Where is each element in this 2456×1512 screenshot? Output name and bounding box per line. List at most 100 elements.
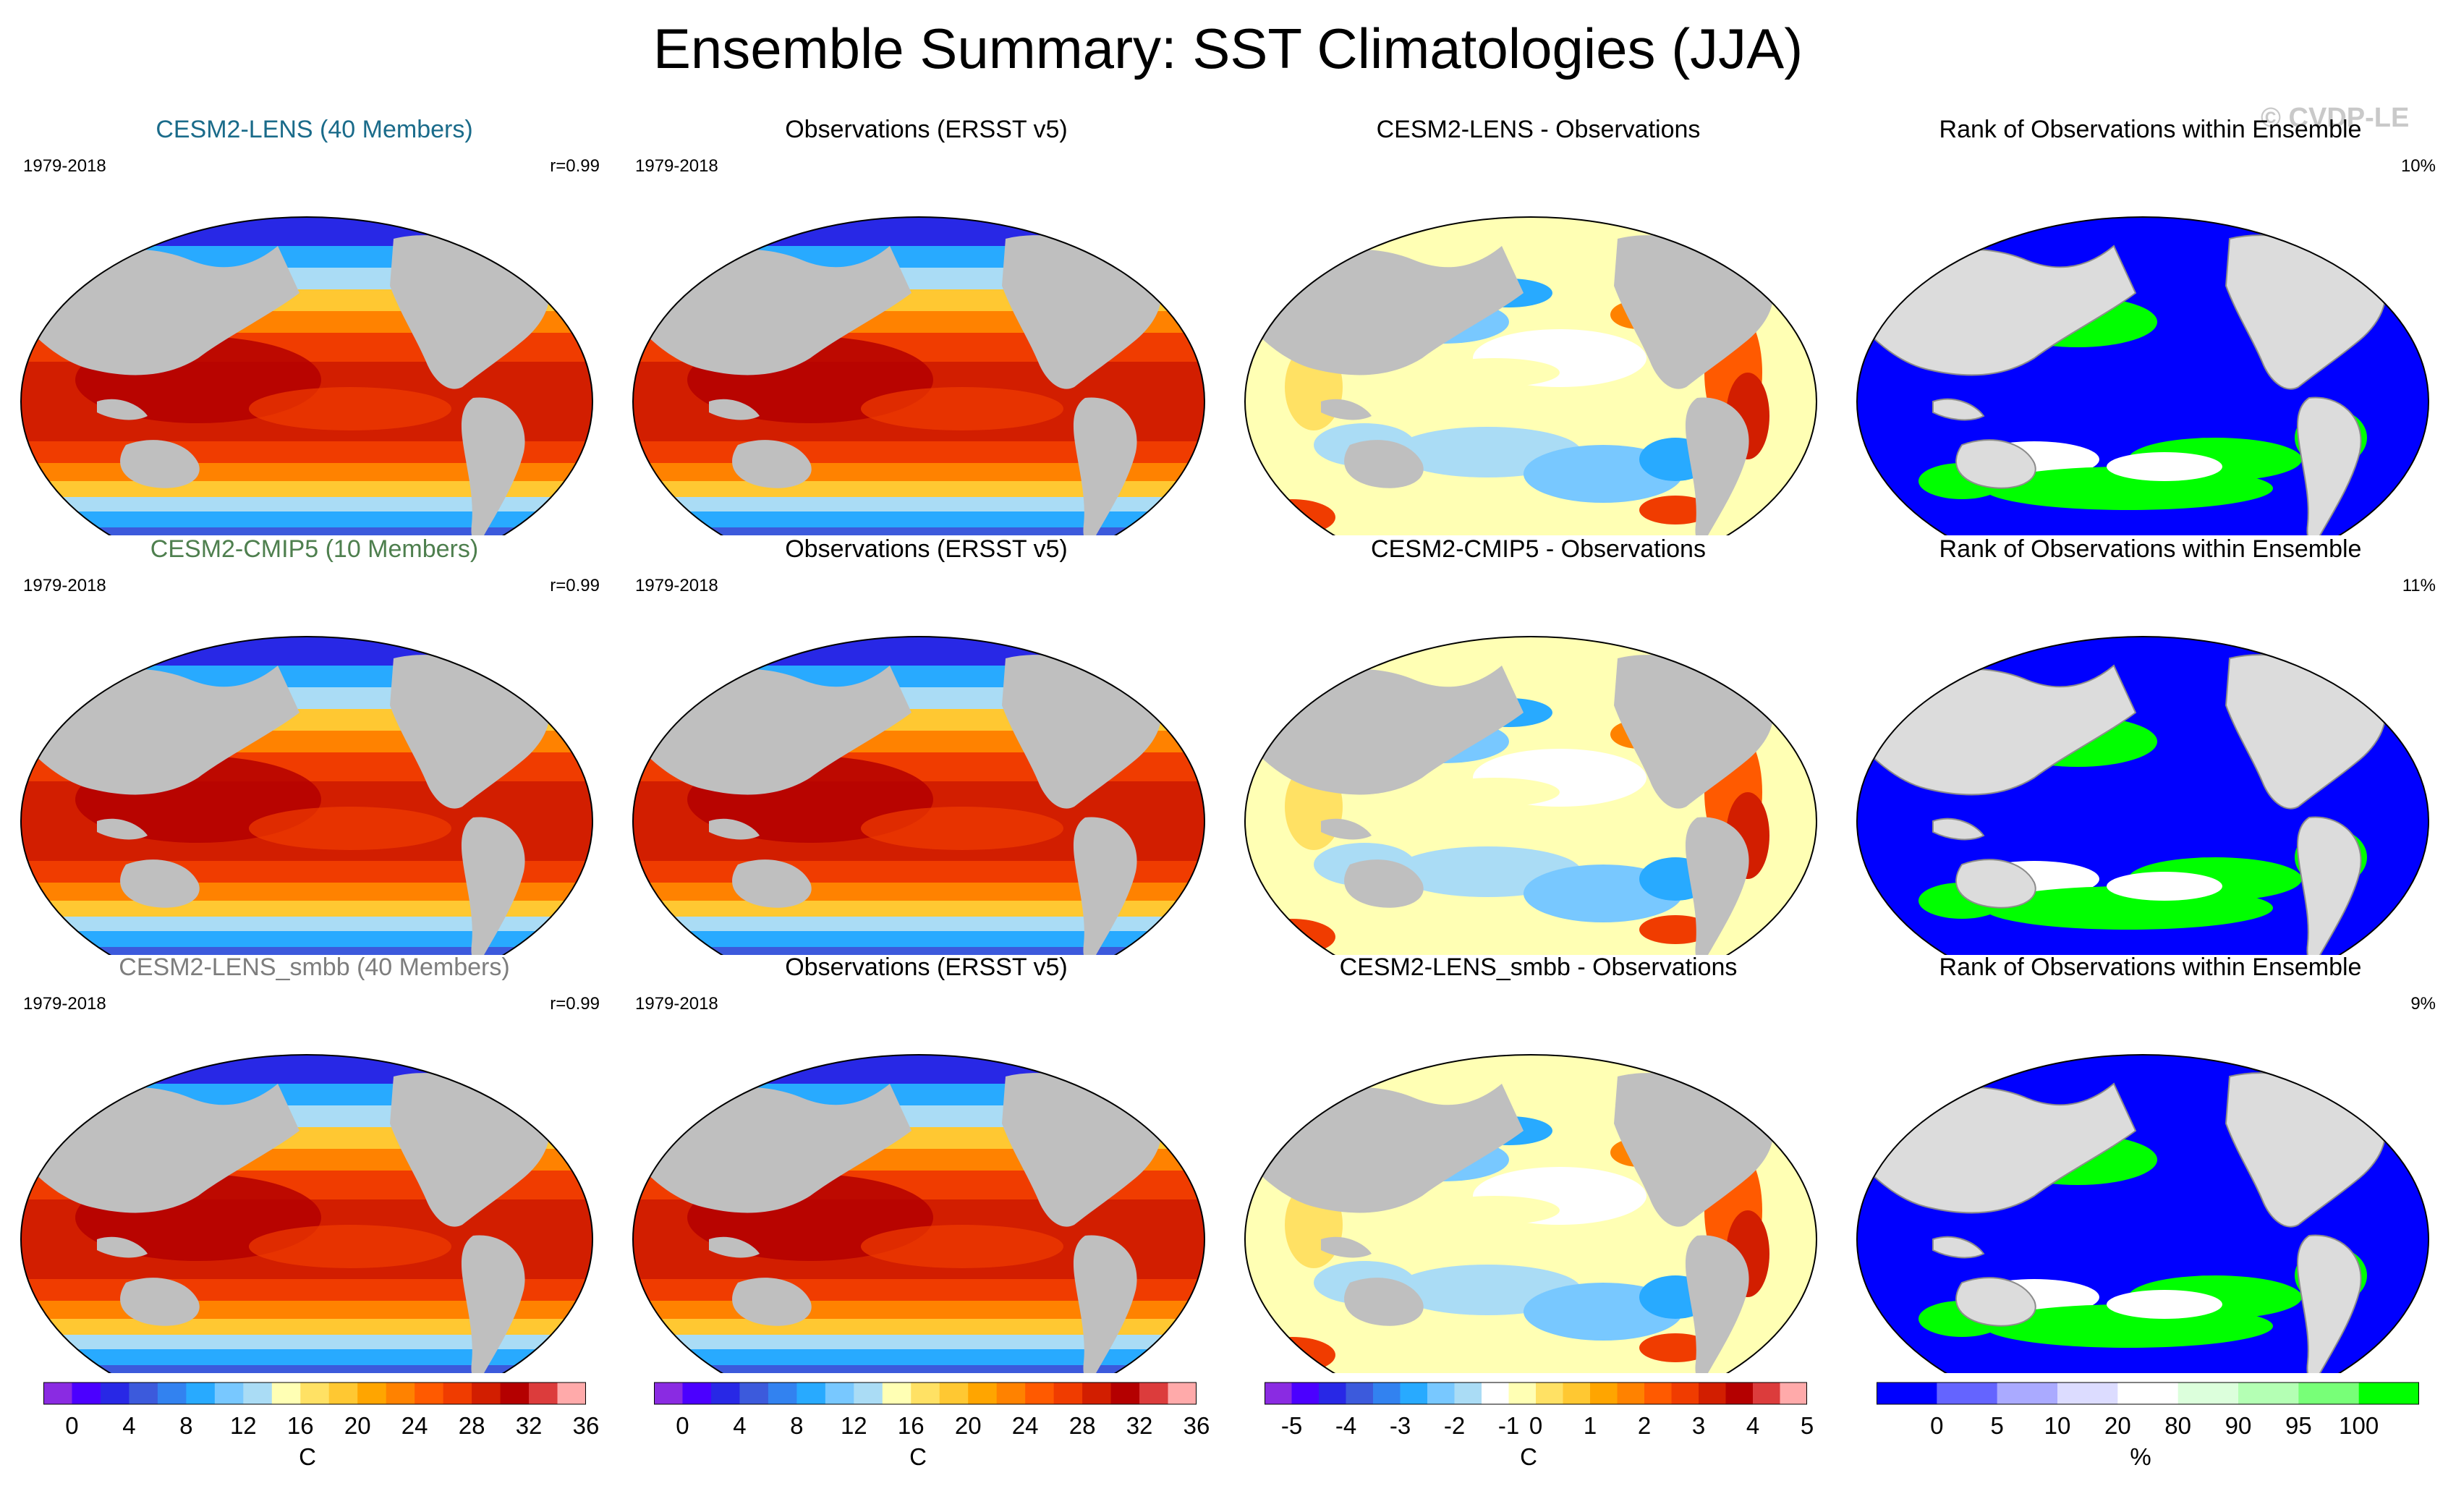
colorbar-swatch: [1753, 1383, 1780, 1404]
colorbar-swatch: [243, 1383, 273, 1404]
colorbar-swatch: [1617, 1383, 1645, 1404]
colorbar-swatch: [1454, 1383, 1482, 1404]
colorbar-swatch: [2057, 1383, 2118, 1404]
rank-percent-label: 9%: [2410, 994, 2436, 1014]
colorbar-tick-label: 8: [179, 1412, 193, 1439]
map-outline: [1244, 216, 1817, 535]
panel-title: Observations (ERSST v5): [785, 116, 1068, 143]
colorbar-swatch: [129, 1383, 158, 1404]
colorbar-swatch: [1291, 1383, 1320, 1404]
colorbar-tick-label: 0: [676, 1412, 689, 1439]
world-map: [1244, 636, 1817, 955]
map-field: [1245, 1055, 1816, 1373]
colorbar-swatch: [1427, 1383, 1455, 1404]
map-panel-rank: Rank of Observations within Ensemble 10%: [1845, 116, 2456, 535]
map-field: [1245, 217, 1816, 535]
map-outline: [1856, 1054, 2429, 1373]
colorbar-swatch: [157, 1383, 187, 1404]
map-panel-obs: Observations (ERSST v5) 1979-2018: [621, 116, 1232, 535]
figure-title: Ensemble Summary: SST Climatologies (JJA…: [653, 17, 1803, 80]
colorbar-tick-label: 5: [1800, 1412, 1814, 1439]
colorbar-tick-label: -2: [1443, 1412, 1466, 1439]
colorbar-swatches: [1877, 1382, 2419, 1405]
colorbar-swatch: [72, 1383, 101, 1404]
colorbar-tick-label: 90: [2225, 1412, 2252, 1439]
colorbar-unit: %: [2130, 1443, 2151, 1470]
period-label: 1979-2018: [635, 156, 718, 176]
colorbar-swatch: [1110, 1383, 1140, 1404]
colorbar-sst: 0 4 8 12 16 20 24 28 32 36 C: [43, 1382, 599, 1512]
correlation-label: r=0.99: [550, 994, 600, 1014]
colorbar-swatch: [43, 1383, 72, 1404]
map-panel-rank: Rank of Observations within Ensemble 11%: [1845, 535, 2456, 955]
colorbar-swatch: [939, 1383, 969, 1404]
colorbar-swatch: [1877, 1383, 1937, 1404]
colorbar-swatch: [654, 1383, 683, 1404]
colorbar-tick-label: 4: [1746, 1412, 1760, 1439]
colorbar-swatch: [328, 1383, 358, 1404]
colorbar-swatch: [1082, 1383, 1112, 1404]
world-map: [20, 636, 593, 955]
colorbar-swatch: [682, 1383, 712, 1404]
world-map: [1856, 1054, 2429, 1373]
colorbar-tick-label: 0: [1529, 1412, 1543, 1439]
panel-title: CESM2-LENS (40 Members): [156, 116, 473, 143]
colorbar-tick-label: -3: [1389, 1412, 1411, 1439]
map-panel-model: CESM2-LENS (40 Members) 1979-2018 r=0.99: [9, 116, 620, 535]
colorbar-swatch: [968, 1383, 998, 1404]
colorbar-swatch: [1400, 1383, 1428, 1404]
colorbar-swatches: [654, 1382, 1197, 1405]
colorbar-tick-label: 20: [954, 1412, 982, 1439]
colorbar-swatch: [271, 1383, 301, 1404]
map-field: [21, 217, 592, 535]
map-outline: [1244, 1054, 1817, 1373]
colorbar-swatch: [500, 1383, 530, 1404]
period-label: 1979-2018: [23, 576, 106, 595]
colorbar-swatch: [2177, 1383, 2239, 1404]
watermark: © CVDP-LE: [2261, 103, 2410, 133]
colorbar-tick-label: 1: [1583, 1412, 1597, 1439]
colorbar-tick-label: 32: [515, 1412, 543, 1439]
correlation-label: r=0.99: [550, 576, 600, 595]
colorbar-swatch: [415, 1383, 444, 1404]
colorbar-tick-label: 36: [1183, 1412, 1210, 1439]
colorbar-swatch: [300, 1383, 330, 1404]
colorbar-tick-label: -5: [1280, 1412, 1303, 1439]
panel-title: CESM2-CMIP5 (10 Members): [150, 535, 479, 563]
colorbar-tick-label: 24: [401, 1412, 428, 1439]
colorbar-tick-label: 36: [572, 1412, 600, 1439]
panel-title: CESM2-LENS_smbb - Observations: [1339, 954, 1738, 981]
colorbar-tick-label: 12: [229, 1412, 257, 1439]
colorbar-swatch: [1265, 1383, 1292, 1404]
world-map: [1244, 1054, 1817, 1373]
colorbar-diff: -5 -4 -3 -2 -1 0 1 2 3 4 5 C: [1265, 1382, 1814, 1512]
rank-percent-label: 10%: [2400, 156, 2436, 176]
colorbar-tick-label: 3: [1691, 1412, 1706, 1439]
world-map: [1244, 216, 1817, 535]
map-panel-model: CESM2-CMIP5 (10 Members) 1979-2018 r=0.99: [9, 535, 620, 955]
colorbar-swatch: [996, 1383, 1026, 1404]
colorbar-swatch: [1725, 1383, 1754, 1404]
map-panel-diff: CESM2-LENS_smbb - Observations: [1233, 954, 1844, 1373]
map-panel-diff: CESM2-LENS - Observations: [1233, 116, 1844, 535]
colorbar-swatch: [739, 1383, 769, 1404]
world-map: [20, 1054, 593, 1373]
world-map: [20, 216, 593, 535]
colorbar-tick-label: 28: [1068, 1412, 1096, 1439]
colorbar-swatch: [882, 1383, 912, 1404]
panel-title: Rank of Observations within Ensemble: [1939, 535, 2362, 563]
world-map: [632, 216, 1205, 535]
map-field: [633, 1055, 1204, 1373]
colorbar-swatch: [2298, 1383, 2360, 1404]
colorbar-tick-label: 16: [286, 1412, 314, 1439]
map-field: [1857, 1055, 2429, 1373]
map-panel-model: CESM2-LENS_smbb (40 Members) 1979-2018 r=0…: [9, 954, 620, 1373]
colorbar-swatch: [1482, 1383, 1509, 1404]
colorbar-swatch: [1644, 1383, 1672, 1404]
colorbar-swatch: [529, 1383, 558, 1404]
map-panel-obs: Observations (ERSST v5) 1979-2018: [621, 535, 1232, 955]
colorbar-swatch: [1937, 1383, 1998, 1404]
panel-title: CESM2-LENS_smbb (40 Members): [119, 954, 510, 981]
colorbar-swatch: [1997, 1383, 2058, 1404]
world-map: [1856, 636, 2429, 955]
